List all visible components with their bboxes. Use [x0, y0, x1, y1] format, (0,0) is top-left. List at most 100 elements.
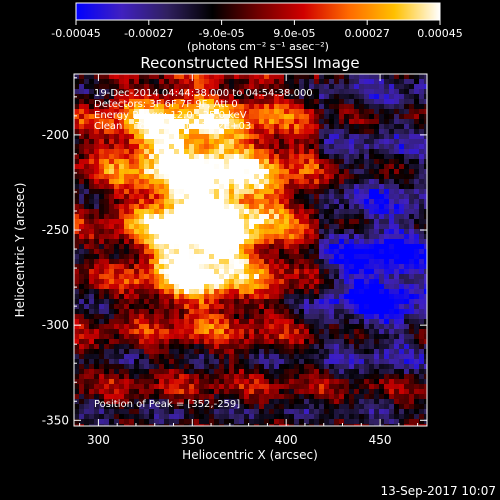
heatmap-cell [269, 414, 274, 419]
heatmap-cell [399, 249, 404, 254]
heatmap-cell [409, 284, 414, 289]
heatmap-cell [319, 89, 324, 94]
heatmap-cell [344, 254, 349, 259]
heatmap-cell [374, 274, 379, 279]
heatmap-cell [129, 99, 134, 104]
heatmap-cell [244, 199, 249, 204]
heatmap-cell [224, 329, 229, 334]
heatmap-cell [349, 279, 354, 284]
heatmap-cell [124, 279, 129, 284]
heatmap-cell [119, 134, 124, 139]
heatmap-cell [109, 304, 114, 309]
heatmap-cell [104, 284, 109, 289]
heatmap-cell [239, 324, 244, 329]
heatmap-cell [394, 144, 399, 149]
heatmap-cell [339, 419, 344, 424]
heatmap-cell [304, 409, 309, 414]
heatmap-cell [94, 119, 99, 124]
heatmap-cell [374, 219, 379, 224]
heatmap-cell [319, 279, 324, 284]
heatmap-cell [189, 154, 194, 159]
heatmap-cell [329, 364, 334, 369]
heatmap-cell [374, 109, 379, 114]
heatmap-cell [189, 269, 194, 274]
heatmap-cell [204, 84, 209, 89]
heatmap-cell [134, 364, 139, 369]
heatmap-cell [179, 79, 184, 84]
heatmap-cell [189, 169, 194, 174]
heatmap-cell [284, 214, 289, 219]
heatmap-cell [219, 259, 224, 264]
heatmap-cell [84, 244, 89, 249]
heatmap-cell [399, 409, 404, 414]
heatmap-cell [354, 164, 359, 169]
heatmap-cell [339, 249, 344, 254]
heatmap-cell [354, 269, 359, 274]
heatmap-cell [389, 204, 394, 209]
heatmap-cell [184, 224, 189, 229]
heatmap-cell [229, 109, 234, 114]
heatmap-cell [364, 379, 369, 384]
heatmap-cell [134, 214, 139, 219]
heatmap-cell [139, 294, 144, 299]
heatmap-cell [259, 384, 264, 389]
heatmap-cell [119, 414, 124, 419]
heatmap-cell [364, 109, 369, 114]
heatmap-cell [329, 179, 334, 184]
heatmap-cell [254, 389, 259, 394]
heatmap-cell [299, 349, 304, 354]
heatmap-cell [374, 349, 379, 354]
heatmap-cell [109, 229, 114, 234]
heatmap-cell [224, 234, 229, 239]
heatmap-cell [124, 104, 129, 109]
heatmap-cell [114, 409, 119, 414]
heatmap-cell [384, 94, 389, 99]
heatmap-cell [289, 134, 294, 139]
heatmap-cell [104, 399, 109, 404]
heatmap-cell [359, 289, 364, 294]
heatmap-cell [339, 134, 344, 139]
heatmap-cell [99, 374, 104, 379]
heatmap-cell [284, 114, 289, 119]
heatmap-cell [139, 184, 144, 189]
heatmap-cell [164, 154, 169, 159]
heatmap-cell [94, 424, 99, 426]
heatmap-cell [344, 164, 349, 169]
heatmap-cell [389, 139, 394, 144]
heatmap-cell [219, 309, 224, 314]
heatmap-cell [169, 89, 174, 94]
heatmap-cell [364, 339, 369, 344]
heatmap-cell [264, 399, 269, 404]
heatmap-cell [419, 254, 424, 259]
heatmap-cell [344, 374, 349, 379]
heatmap-cell [214, 109, 219, 114]
heatmap-cell [219, 209, 224, 214]
heatmap-cell [279, 399, 284, 404]
heatmap-cell [414, 144, 419, 149]
heatmap-cell [209, 94, 214, 99]
heatmap-cell [424, 394, 427, 399]
heatmap-cell [244, 309, 249, 314]
heatmap-cell [409, 279, 414, 284]
heatmap-cell [424, 269, 427, 274]
heatmap-cell [329, 269, 334, 274]
heatmap-cell [114, 229, 119, 234]
heatmap-cell [219, 129, 224, 134]
heatmap-cell [109, 164, 114, 169]
heatmap-cell [214, 379, 219, 384]
heatmap-cell [289, 319, 294, 324]
heatmap-cell [109, 249, 114, 254]
heatmap-cell [384, 109, 389, 114]
heatmap-cell [219, 184, 224, 189]
heatmap-cell [414, 159, 419, 164]
heatmap-cell [319, 359, 324, 364]
heatmap-cell [209, 419, 214, 424]
heatmap-cell [134, 234, 139, 239]
heatmap-cell [299, 174, 304, 179]
heatmap-cell [329, 409, 334, 414]
heatmap-cell [189, 274, 194, 279]
heatmap-cell [194, 219, 199, 224]
heatmap-cell [279, 174, 284, 179]
heatmap-cell [224, 219, 229, 224]
heatmap-cell [239, 259, 244, 264]
